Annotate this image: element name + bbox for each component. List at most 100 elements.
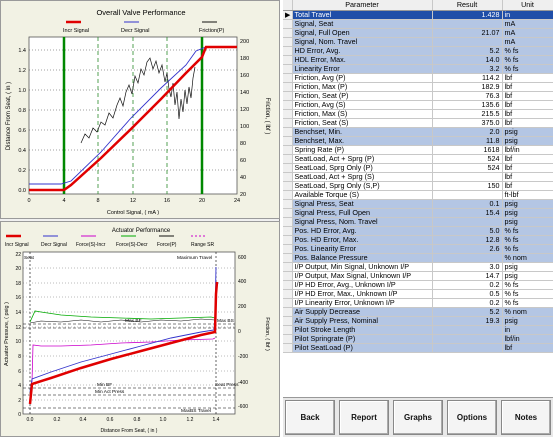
- cell-unit[interactable]: lbf: [502, 73, 553, 83]
- cell-result[interactable]: 76.3: [432, 91, 503, 101]
- table-row[interactable]: Pilot SeatLoad (P) lbf: [283, 343, 553, 353]
- row-indicator[interactable]: [283, 199, 293, 209]
- table-row[interactable]: I/P HD Error, Max., Unknown I/P 0.5% fs: [283, 289, 553, 299]
- cell-parameter[interactable]: Pos. Linearity Error: [292, 244, 433, 254]
- cell-unit[interactable]: % fs: [502, 280, 553, 290]
- row-indicator[interactable]: [283, 262, 293, 272]
- cell-parameter[interactable]: Benchset, Min.: [292, 127, 433, 137]
- cell-unit[interactable]: lbf: [502, 109, 553, 119]
- cell-parameter[interactable]: Friction, Seat (S): [292, 118, 433, 128]
- cell-unit[interactable]: % fs: [502, 55, 553, 65]
- cell-parameter[interactable]: Friction, Max (S): [292, 109, 433, 119]
- cell-parameter[interactable]: Linearity Error: [292, 64, 433, 74]
- row-indicator[interactable]: [283, 28, 293, 38]
- cell-parameter[interactable]: Friction, Max (P): [292, 82, 433, 92]
- cell-result[interactable]: 2.6: [432, 244, 503, 254]
- cell-result[interactable]: 14.0: [432, 55, 503, 65]
- header-parameter[interactable]: Parameter: [292, 0, 433, 11]
- table-row[interactable]: Pilot Springrate (P) lbf/in: [283, 334, 553, 344]
- cell-parameter[interactable]: Signal, Seat: [292, 19, 433, 29]
- cell-result[interactable]: [432, 19, 503, 29]
- cell-parameter[interactable]: I/P HD Error, Avg., Unknown I/P: [292, 280, 433, 290]
- cell-result[interactable]: 11.8: [432, 136, 503, 146]
- row-indicator[interactable]: [283, 136, 293, 146]
- cell-unit[interactable]: mA: [502, 37, 553, 47]
- cell-parameter[interactable]: Friction, Avg (S): [292, 100, 433, 110]
- cell-unit[interactable]: % fs: [502, 289, 553, 299]
- table-row[interactable]: Available Torque (S) ft-lbf: [283, 190, 553, 200]
- cell-parameter[interactable]: SeatLoad, Act + Sprg (P): [292, 154, 433, 164]
- cell-unit[interactable]: % fs: [502, 235, 553, 245]
- cell-result[interactable]: 14.7: [432, 271, 503, 281]
- cell-unit[interactable]: % fs: [502, 298, 553, 308]
- cell-parameter[interactable]: Friction, Seat (P): [292, 91, 433, 101]
- cell-parameter[interactable]: Signal, Nom. Travel: [292, 37, 433, 47]
- table-row[interactable]: SeatLoad, Act + Sprg (S) lbf: [283, 172, 553, 182]
- cell-result[interactable]: 21.07: [432, 28, 503, 38]
- cell-unit[interactable]: % fs: [502, 64, 553, 74]
- cell-parameter[interactable]: I/P HD Error, Max., Unknown I/P: [292, 289, 433, 299]
- row-indicator[interactable]: ▶: [283, 10, 293, 20]
- row-indicator[interactable]: [283, 82, 293, 92]
- table-row[interactable]: Signal Press, Nom. Travel psig: [283, 217, 553, 227]
- row-indicator[interactable]: [283, 343, 293, 353]
- cell-unit[interactable]: in: [502, 10, 553, 20]
- cell-unit[interactable]: in: [502, 325, 553, 335]
- cell-result[interactable]: 0.1: [432, 199, 503, 209]
- cell-parameter[interactable]: Air Supply Press, Nominal: [292, 316, 433, 326]
- cell-unit[interactable]: lbf: [502, 181, 553, 191]
- table-row[interactable]: Signal Press, Full Open 15.4 psig: [283, 208, 553, 218]
- cell-parameter[interactable]: HDL Error, Max.: [292, 55, 433, 65]
- row-indicator[interactable]: [283, 217, 293, 227]
- row-indicator[interactable]: [283, 19, 293, 29]
- cell-unit[interactable]: lbf/in: [502, 145, 553, 155]
- row-indicator[interactable]: [283, 46, 293, 56]
- table-row[interactable]: Signal, Nom. Travel mA: [283, 37, 553, 47]
- cell-parameter[interactable]: SeatLoad, Sprg Only (S,P): [292, 181, 433, 191]
- cell-result[interactable]: 0.2: [432, 298, 503, 308]
- cell-parameter[interactable]: I/P Linearity Error, Unknown I/P: [292, 298, 433, 308]
- cell-parameter[interactable]: Signal Press, Seat: [292, 199, 433, 209]
- table-row[interactable]: HD Error, Avg. 5.2% fs: [283, 46, 553, 56]
- cell-result[interactable]: 5.2: [432, 307, 503, 317]
- cell-unit[interactable]: psig: [502, 262, 553, 272]
- cell-result[interactable]: [432, 253, 503, 263]
- row-indicator[interactable]: [283, 64, 293, 74]
- cell-parameter[interactable]: Pilot Springrate (P): [292, 334, 433, 344]
- cell-unit[interactable]: lbf/in: [502, 334, 553, 344]
- cell-unit[interactable]: psig: [502, 208, 553, 218]
- cell-result[interactable]: 19.3: [432, 316, 503, 326]
- cell-parameter[interactable]: Pos. HD Error, Max.: [292, 235, 433, 245]
- cell-unit[interactable]: ft-lbf: [502, 190, 553, 200]
- row-indicator[interactable]: [283, 316, 293, 326]
- cell-unit[interactable]: lbf: [502, 163, 553, 173]
- cell-result[interactable]: [432, 343, 503, 353]
- table-row[interactable]: Friction, Max (S) 215.5 lbf: [283, 109, 553, 119]
- cell-unit[interactable]: psig: [502, 136, 553, 146]
- cell-unit[interactable]: lbf: [502, 154, 553, 164]
- table-row[interactable]: Air Supply Decrease 5.2% nom: [283, 307, 553, 317]
- cell-result[interactable]: 182.9: [432, 82, 503, 92]
- cell-unit[interactable]: psig: [502, 199, 553, 209]
- row-indicator[interactable]: [283, 91, 293, 101]
- cell-result[interactable]: [432, 217, 503, 227]
- row-indicator[interactable]: [283, 334, 293, 344]
- cell-parameter[interactable]: Pilot SeatLoad (P): [292, 343, 433, 353]
- table-row[interactable]: Friction, Seat (S) 375.0 lbf: [283, 118, 553, 128]
- cell-parameter[interactable]: Total Travel: [292, 10, 433, 20]
- cell-unit[interactable]: % fs: [502, 244, 553, 254]
- table-row[interactable]: I/P Output, Max Signal, Unknown I/P 14.7 p…: [283, 271, 553, 281]
- table-row[interactable]: Pilot Stroke Length in: [283, 325, 553, 335]
- cell-parameter[interactable]: Air Supply Decrease: [292, 307, 433, 317]
- row-indicator[interactable]: [283, 280, 293, 290]
- row-indicator[interactable]: [283, 100, 293, 110]
- cell-parameter[interactable]: Benchset, Max.: [292, 136, 433, 146]
- cell-result[interactable]: 375.0: [432, 118, 503, 128]
- row-indicator[interactable]: [283, 289, 293, 299]
- cell-unit[interactable]: % fs: [502, 46, 553, 56]
- row-indicator[interactable]: [283, 109, 293, 119]
- table-row[interactable]: Spring Rate (P) 1618 lbf/in: [283, 145, 553, 155]
- table-row[interactable]: Benchset, Min. 2.0 psig: [283, 127, 553, 137]
- row-indicator[interactable]: [283, 235, 293, 245]
- cell-result[interactable]: 2.0: [432, 127, 503, 137]
